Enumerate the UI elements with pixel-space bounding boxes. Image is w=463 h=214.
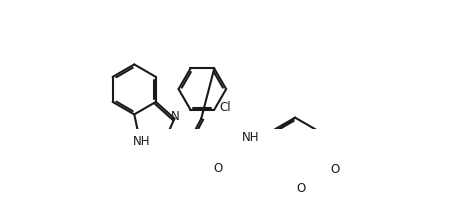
Text: O: O — [213, 162, 222, 175]
Text: NH: NH — [242, 131, 260, 144]
Text: N: N — [171, 110, 180, 123]
Text: NH: NH — [132, 135, 150, 148]
Text: O: O — [297, 182, 306, 195]
Text: Cl: Cl — [219, 101, 231, 114]
Text: O: O — [330, 163, 339, 176]
